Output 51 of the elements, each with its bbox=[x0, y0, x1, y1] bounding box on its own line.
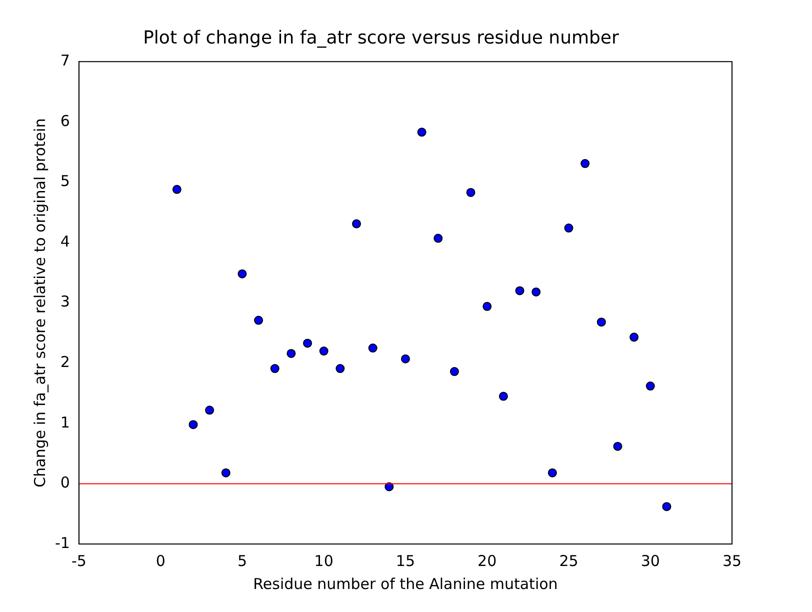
x-tick-label: 35 bbox=[722, 552, 742, 570]
point bbox=[172, 184, 182, 194]
point bbox=[188, 420, 198, 430]
x-tick-label: 25 bbox=[559, 552, 578, 570]
point bbox=[254, 316, 264, 325]
point bbox=[564, 224, 574, 233]
point bbox=[662, 502, 672, 512]
x-tick-label: 20 bbox=[478, 552, 497, 570]
point bbox=[613, 442, 622, 451]
point bbox=[336, 364, 345, 374]
point bbox=[466, 188, 476, 197]
y-tick-label: 2 bbox=[60, 352, 70, 371]
point bbox=[270, 364, 280, 374]
point bbox=[515, 286, 524, 296]
point bbox=[646, 382, 655, 391]
x-tick-label: 5 bbox=[237, 552, 247, 570]
point bbox=[498, 392, 508, 401]
point bbox=[400, 354, 410, 364]
point bbox=[221, 468, 230, 478]
point bbox=[286, 348, 296, 358]
point bbox=[352, 219, 361, 228]
point bbox=[417, 128, 426, 137]
point bbox=[548, 468, 557, 478]
x-tick-label: -5 bbox=[71, 552, 86, 570]
y-tick-label: 3 bbox=[60, 292, 70, 311]
point bbox=[368, 344, 378, 353]
y-tick-label: 4 bbox=[60, 232, 70, 250]
y-tick-label: -1 bbox=[54, 534, 70, 552]
point bbox=[450, 367, 459, 376]
x-tick-label: 10 bbox=[314, 552, 334, 570]
x-axis-title: Residue number of the Alanine mutation bbox=[253, 574, 558, 593]
point bbox=[205, 406, 214, 415]
point bbox=[596, 318, 606, 327]
y-tick-label: 0 bbox=[60, 474, 70, 492]
x-tick-label: 30 bbox=[640, 552, 660, 570]
point bbox=[482, 302, 492, 311]
point bbox=[630, 332, 639, 342]
y-tick-label: 5 bbox=[60, 172, 70, 190]
y-tick-label: 7 bbox=[60, 51, 70, 70]
point bbox=[303, 338, 312, 348]
point bbox=[532, 287, 541, 296]
y-axis-title: Change in fa_atr score relative to original protein bbox=[30, 118, 49, 488]
chart-title: Plot of change in fa_atr score versus residue number bbox=[143, 27, 620, 48]
x-tick-label: 0 bbox=[156, 552, 166, 570]
y-tick-label: 1 bbox=[60, 413, 70, 432]
x-tick-label: 15 bbox=[396, 552, 416, 570]
point bbox=[238, 269, 247, 278]
point bbox=[580, 159, 590, 168]
y-tick-label: 6 bbox=[60, 112, 70, 130]
point bbox=[434, 234, 443, 243]
point bbox=[319, 346, 328, 356]
